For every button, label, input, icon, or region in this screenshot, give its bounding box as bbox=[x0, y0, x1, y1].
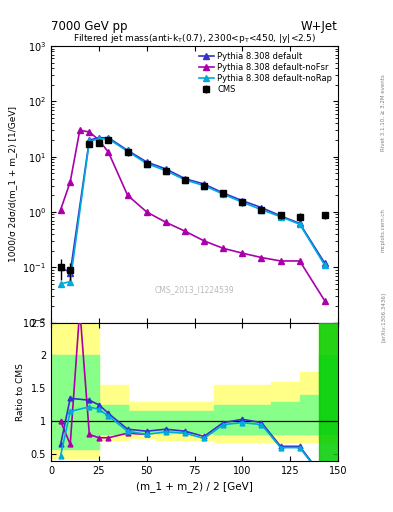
Pythia 8.308 default-noFsr bbox=[68, 179, 73, 185]
Text: 7000 GeV pp: 7000 GeV pp bbox=[51, 20, 128, 33]
Pythia 8.308 default-noRap bbox=[125, 148, 130, 155]
Pythia 8.308 default-noFsr bbox=[58, 207, 63, 213]
Pythia 8.308 default-noFsr bbox=[278, 258, 283, 264]
Pythia 8.308 default-noRap bbox=[298, 221, 302, 227]
Pythia 8.308 default bbox=[322, 260, 327, 266]
Line: Pythia 8.308 default: Pythia 8.308 default bbox=[58, 135, 327, 275]
Pythia 8.308 default-noFsr bbox=[125, 192, 130, 198]
Title: Filtered jet mass(anti-k$_\mathrm{T}$(0.7), 2300<p$_\mathrm{T}$<450, |y|<2.5): Filtered jet mass(anti-k$_\mathrm{T}$(0.… bbox=[73, 32, 316, 45]
Pythia 8.308 default-noRap bbox=[221, 191, 226, 197]
Pythia 8.308 default bbox=[259, 204, 264, 210]
Pythia 8.308 default-noRap bbox=[202, 182, 206, 188]
Line: Pythia 8.308 default-noFsr: Pythia 8.308 default-noFsr bbox=[58, 127, 327, 303]
Bar bbox=[319, 323, 338, 461]
Pythia 8.308 default-noRap bbox=[163, 167, 168, 174]
Pythia 8.308 default-noRap bbox=[97, 136, 101, 142]
Legend: Pythia 8.308 default, Pythia 8.308 default-noFsr, Pythia 8.308 default-noRap, CM: Pythia 8.308 default, Pythia 8.308 defau… bbox=[197, 50, 334, 96]
Pythia 8.308 default-noRap bbox=[183, 177, 187, 183]
Pythia 8.308 default bbox=[68, 269, 73, 275]
Text: W+Jet: W+Jet bbox=[301, 20, 338, 33]
Pythia 8.308 default-noFsr bbox=[87, 129, 92, 135]
Pythia 8.308 default bbox=[240, 198, 245, 204]
Pythia 8.308 default-noRap bbox=[58, 281, 63, 287]
Text: CMS_2013_I1224539: CMS_2013_I1224539 bbox=[155, 285, 234, 294]
Pythia 8.308 default bbox=[87, 137, 92, 143]
Pythia 8.308 default-noFsr bbox=[144, 209, 149, 215]
Pythia 8.308 default-noRap bbox=[144, 160, 149, 166]
Y-axis label: Ratio to CMS: Ratio to CMS bbox=[16, 362, 25, 421]
Pythia 8.308 default bbox=[278, 213, 283, 219]
Pythia 8.308 default-noRap bbox=[106, 136, 111, 142]
Pythia 8.308 default bbox=[183, 176, 187, 182]
Pythia 8.308 default bbox=[163, 166, 168, 172]
Pythia 8.308 default bbox=[221, 190, 226, 196]
Pythia 8.308 default bbox=[125, 147, 130, 154]
Pythia 8.308 default-noFsr bbox=[183, 228, 187, 234]
Pythia 8.308 default-noRap bbox=[278, 214, 283, 220]
Pythia 8.308 default-noRap bbox=[87, 138, 92, 144]
Pythia 8.308 default-noFsr bbox=[259, 254, 264, 261]
Pythia 8.308 default-noFsr bbox=[97, 137, 101, 143]
Pythia 8.308 default-noFsr bbox=[106, 149, 111, 155]
Pythia 8.308 default bbox=[58, 264, 63, 270]
Pythia 8.308 default bbox=[144, 159, 149, 165]
Line: Pythia 8.308 default-noRap: Pythia 8.308 default-noRap bbox=[58, 136, 327, 287]
Pythia 8.308 default bbox=[106, 135, 111, 141]
Pythia 8.308 default-noFsr bbox=[298, 258, 302, 264]
Pythia 8.308 default-noFsr bbox=[322, 297, 327, 304]
Pythia 8.308 default bbox=[202, 181, 206, 187]
Pythia 8.308 default-noFsr bbox=[221, 245, 226, 251]
Pythia 8.308 default-noFsr bbox=[202, 238, 206, 244]
X-axis label: (m_1 + m_2) / 2 [GeV]: (m_1 + m_2) / 2 [GeV] bbox=[136, 481, 253, 492]
Pythia 8.308 default-noRap bbox=[240, 199, 245, 205]
Pythia 8.308 default-noFsr bbox=[240, 250, 245, 256]
Pythia 8.308 default bbox=[298, 220, 302, 226]
Pythia 8.308 default-noFsr bbox=[163, 219, 168, 225]
Pythia 8.308 default-noRap bbox=[322, 262, 327, 268]
Pythia 8.308 default-noRap bbox=[259, 207, 264, 213]
Text: mcplots.cern.ch: mcplots.cern.ch bbox=[381, 208, 386, 252]
Pythia 8.308 default-noFsr bbox=[77, 127, 82, 133]
Y-axis label: 1000/σ 2dσ/d(m_1 + m_2) [1/GeV]: 1000/σ 2dσ/d(m_1 + m_2) [1/GeV] bbox=[8, 106, 17, 262]
Pythia 8.308 default bbox=[97, 135, 101, 141]
Text: [arXiv:1306.3436]: [arXiv:1306.3436] bbox=[381, 292, 386, 343]
Pythia 8.308 default-noRap bbox=[68, 279, 73, 285]
Text: Rivet 3.1.10, ≥ 3.2M events: Rivet 3.1.10, ≥ 3.2M events bbox=[381, 74, 386, 151]
